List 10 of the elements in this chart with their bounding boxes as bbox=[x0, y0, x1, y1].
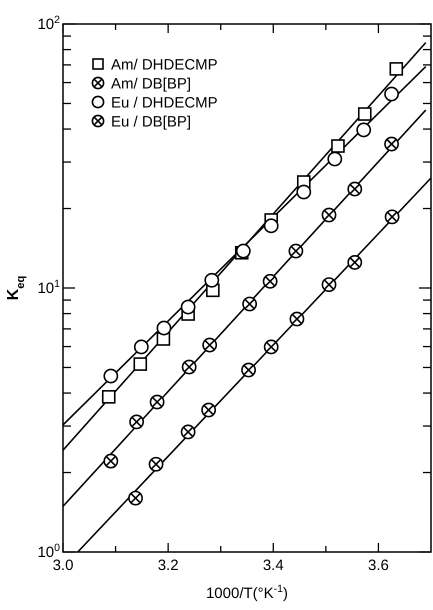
y-tick-label: 10$^{1}$ bbox=[37, 278, 60, 297]
legend-label: Am/ DHDECMP bbox=[111, 56, 218, 74]
x-tick-label: 3.2 bbox=[158, 557, 179, 574]
legend-label: Eu / DB[BP] bbox=[111, 114, 192, 130]
legend-label: Am/ DB[BP] bbox=[111, 76, 192, 92]
legend-label: Eu / DHDECMP bbox=[111, 94, 218, 112]
x-axis-title: 1000/T(°K$^{-1}$) bbox=[206, 583, 288, 602]
x-tick-label: 3.4 bbox=[262, 557, 284, 574]
x-tick-label: 3.6 bbox=[368, 557, 389, 574]
y-tick-label: 10$^{2}$ bbox=[37, 14, 60, 33]
